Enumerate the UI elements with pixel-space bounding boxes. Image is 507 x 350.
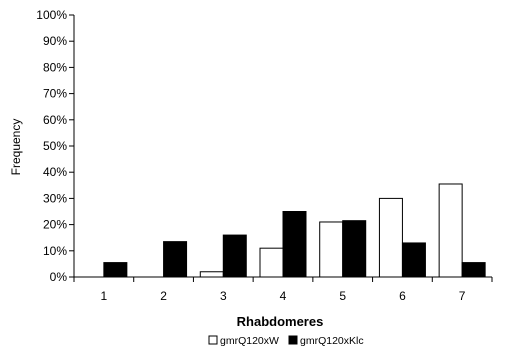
y-axis: 0% 10% 20% 30% 40% 50% 60% 70% 80% 90% 100% [36, 8, 74, 284]
y-tick-label: 30% [43, 191, 67, 205]
y-tick-label: 0% [50, 270, 68, 284]
x-tick-label: 4 [280, 289, 287, 303]
legend: gmrQ120xW gmrQ120xKlc [208, 335, 364, 347]
bar-gmrQ120xKlc-6 [401, 242, 426, 278]
x-axis: 1 2 3 4 5 6 7 [73, 277, 493, 303]
bar-gmrQ120xW-3 [199, 271, 224, 278]
bar-gmrQ120xKlc-2 [163, 241, 188, 278]
x-tick-label: 6 [399, 289, 406, 303]
legend-swatch-gmrQ120xKlc [288, 335, 298, 345]
y-tick-label: 90% [43, 34, 67, 48]
y-tick-label: 50% [43, 139, 67, 153]
bar-gmrQ120xKlc-4 [282, 211, 307, 278]
y-tick-label: 60% [43, 113, 67, 127]
bar-gmrQ120xW-6 [378, 197, 403, 278]
bar-gmrQ120xKlc-3 [222, 234, 247, 278]
bar-gmrQ120xKlc-1 [103, 262, 128, 278]
y-tick-label: 40% [43, 165, 67, 179]
y-tick-label: 10% [43, 244, 67, 258]
x-tick-label: 1 [101, 289, 108, 303]
bar-gmrQ120xW-4 [259, 247, 284, 278]
legend-label-gmrQ120xW: gmrQ120xW [220, 335, 279, 347]
legend-swatch-gmrQ120xW [208, 335, 218, 345]
bars [103, 183, 486, 278]
bar-gmrQ120xKlc-5 [342, 220, 367, 278]
y-tick-label: 100% [36, 8, 67, 22]
x-tick-label: 3 [220, 289, 227, 303]
x-axis-title: Rhabdomeres [237, 314, 324, 329]
legend-label-gmrQ120xKlc: gmrQ120xKlc [300, 335, 364, 347]
axis-lines [73, 15, 492, 278]
y-axis-title: Frequency [9, 119, 23, 176]
x-tick-label: 2 [160, 289, 167, 303]
y-tick-label: 80% [43, 60, 67, 74]
bar-gmrQ120xW-7 [438, 183, 463, 278]
bar-gmrQ120xW-5 [319, 221, 344, 278]
x-tick-label: 5 [339, 289, 346, 303]
y-tick-label: 20% [43, 218, 67, 232]
x-tick-label: 7 [459, 289, 466, 303]
y-tick-label: 70% [43, 87, 67, 101]
bar-gmrQ120xKlc-7 [461, 262, 486, 278]
